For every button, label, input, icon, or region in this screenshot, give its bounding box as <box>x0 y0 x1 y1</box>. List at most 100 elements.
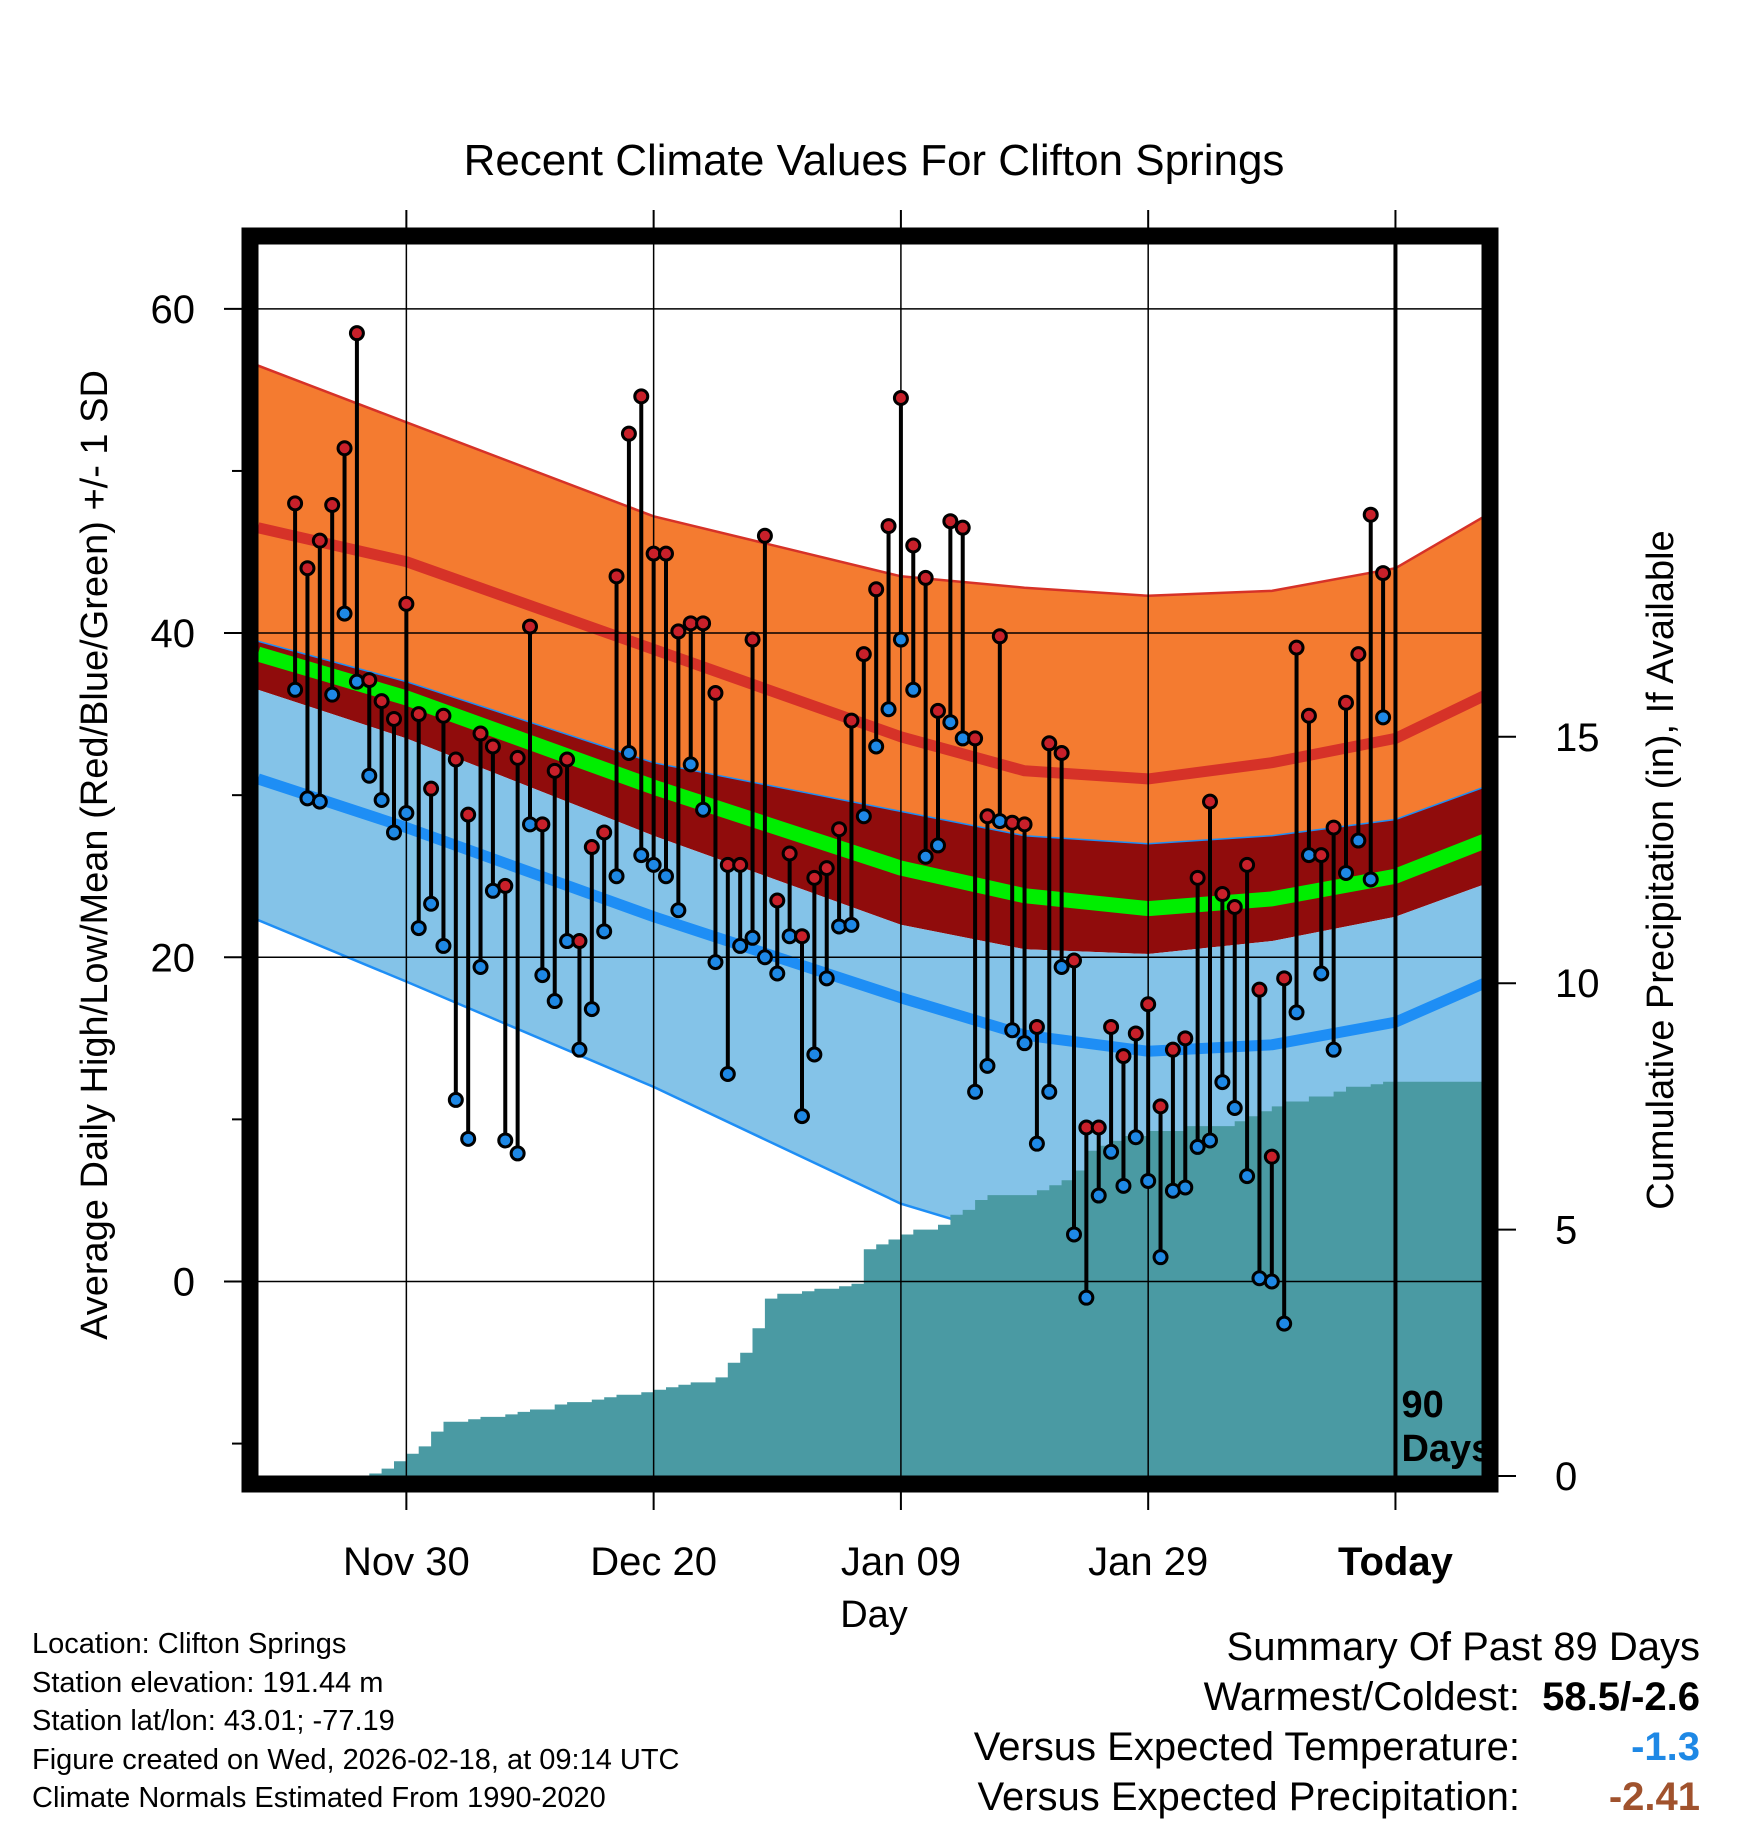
daily-high-point <box>781 845 798 862</box>
daily-high-point <box>361 672 378 689</box>
daily-low-point <box>967 1083 984 1100</box>
daily-high-point <box>608 568 625 585</box>
y-tick-label: 20 <box>151 936 196 980</box>
daily-high-point <box>991 628 1008 645</box>
daily-high-point <box>546 762 563 779</box>
y2-tick-label: 15 <box>1555 716 1600 760</box>
daily-high-point <box>917 569 934 586</box>
daily-high-point <box>497 877 514 894</box>
daily-low-point <box>534 967 551 984</box>
normal-high-line <box>258 522 1482 785</box>
daily-low-point <box>311 793 328 810</box>
daily-low-point <box>855 808 872 825</box>
summary-heading: Summary Of Past 89 Days <box>1226 1625 1700 1669</box>
y-tick-label: 0 <box>173 1260 195 1304</box>
daily-low-point <box>756 949 773 966</box>
daily-low-point <box>1226 1100 1243 1117</box>
daily-high-point <box>509 749 526 766</box>
daily-low-point <box>794 1108 810 1125</box>
daily-low-point <box>905 681 922 698</box>
station-info: Location: Clifton Springs Station elevat… <box>32 1625 680 1818</box>
y-tick-label: 60 <box>151 288 196 332</box>
daily-low-point <box>1276 1315 1293 1332</box>
daily-high-point <box>880 518 897 535</box>
daily-high-point <box>348 325 365 342</box>
daily-low-point <box>1028 1135 1045 1152</box>
daily-high-point <box>658 545 674 562</box>
daily-high-point <box>695 615 712 632</box>
daily-high-point <box>522 618 538 635</box>
daily-low-point <box>843 916 860 933</box>
daily-high-point <box>559 751 576 768</box>
daily-low-point <box>942 714 959 731</box>
daily-high-point <box>1362 506 1379 523</box>
daily-low-point <box>744 929 761 946</box>
daily-high-point <box>620 425 637 442</box>
y-tick-label: 40 <box>151 612 196 656</box>
daily-high-point <box>756 527 773 544</box>
daily-high-point <box>1300 707 1317 724</box>
daily-low-point <box>1313 965 1330 982</box>
daily-low-point <box>645 856 662 873</box>
daily-low-point <box>1325 1041 1342 1058</box>
daily-high-point <box>1214 886 1231 903</box>
daily-low-point <box>732 937 749 954</box>
precipitation-anomaly-label: Versus Expected Precipitation: <box>977 1775 1520 1819</box>
y2-tick-label: 10 <box>1555 962 1600 1006</box>
daily-low-point <box>1288 1004 1305 1021</box>
daily-high-point <box>954 519 971 536</box>
daily-low-point <box>287 681 304 698</box>
x-tick-label: Nov 30 <box>343 1540 470 1584</box>
daily-high-point <box>1066 952 1082 969</box>
daily-low-point <box>1004 1022 1021 1039</box>
daily-high-point <box>324 496 341 513</box>
daily-low-point <box>1041 1083 1058 1100</box>
plot-frame <box>241 227 1499 1493</box>
daily-low-point <box>658 868 674 885</box>
daily-high-point <box>534 816 551 833</box>
daily-high-point <box>484 738 501 755</box>
daily-high-point <box>1251 981 1268 998</box>
daily-low-point <box>509 1145 526 1162</box>
daily-low-point <box>719 1065 736 1082</box>
chart-title: Recent Climate Values For Clifton Spring… <box>464 136 1285 185</box>
station-elevation: Station elevation: 191.44 m <box>32 1666 384 1699</box>
daily-low-point <box>707 954 724 971</box>
daily-low-point <box>1078 1289 1095 1306</box>
daily-high-point <box>967 730 984 747</box>
summary-temperature: Versus Expected Temperature: -1.3 <box>974 1722 1700 1772</box>
daily-low-point <box>769 965 786 982</box>
daily-low-point <box>917 848 934 865</box>
daily-low-point <box>1362 871 1379 888</box>
daily-high-point <box>386 710 402 727</box>
daily-low-point <box>1140 1172 1157 1189</box>
daily-low-point <box>1338 864 1354 881</box>
daily-high-point <box>1164 1041 1181 1058</box>
y2-tick-label: 0 <box>1555 1455 1577 1499</box>
daily-low-point <box>1066 1226 1082 1243</box>
daily-low-point <box>670 902 687 919</box>
daily-high-point <box>806 869 823 886</box>
daily-high-point <box>423 780 440 797</box>
mean-sd-band <box>258 641 1482 954</box>
daily-low-point <box>410 920 427 937</box>
daily-low-point <box>620 745 637 762</box>
daily-low-point <box>336 605 353 622</box>
daily-high-point <box>1313 847 1330 864</box>
precipitation-anomaly-value: -2.41 <box>1608 1775 1700 1819</box>
y-axis-label: Average Daily High/Low/Mean (Red/Blue/Gr… <box>74 370 116 1340</box>
plot-area <box>258 244 1482 1476</box>
daily-high-point <box>447 751 464 768</box>
daily-high-point <box>831 821 848 838</box>
daily-high-point <box>794 928 810 945</box>
daily-low-point <box>571 1041 588 1058</box>
daily-high-point <box>843 712 860 729</box>
y2-tick-label: 5 <box>1555 1209 1577 1253</box>
daily-high-point <box>732 856 749 873</box>
daily-low-point <box>880 701 897 718</box>
daily-high-point <box>435 707 452 724</box>
daily-low-point <box>1053 958 1070 975</box>
daily-high-point <box>311 532 328 549</box>
daily-high-point <box>287 495 304 512</box>
